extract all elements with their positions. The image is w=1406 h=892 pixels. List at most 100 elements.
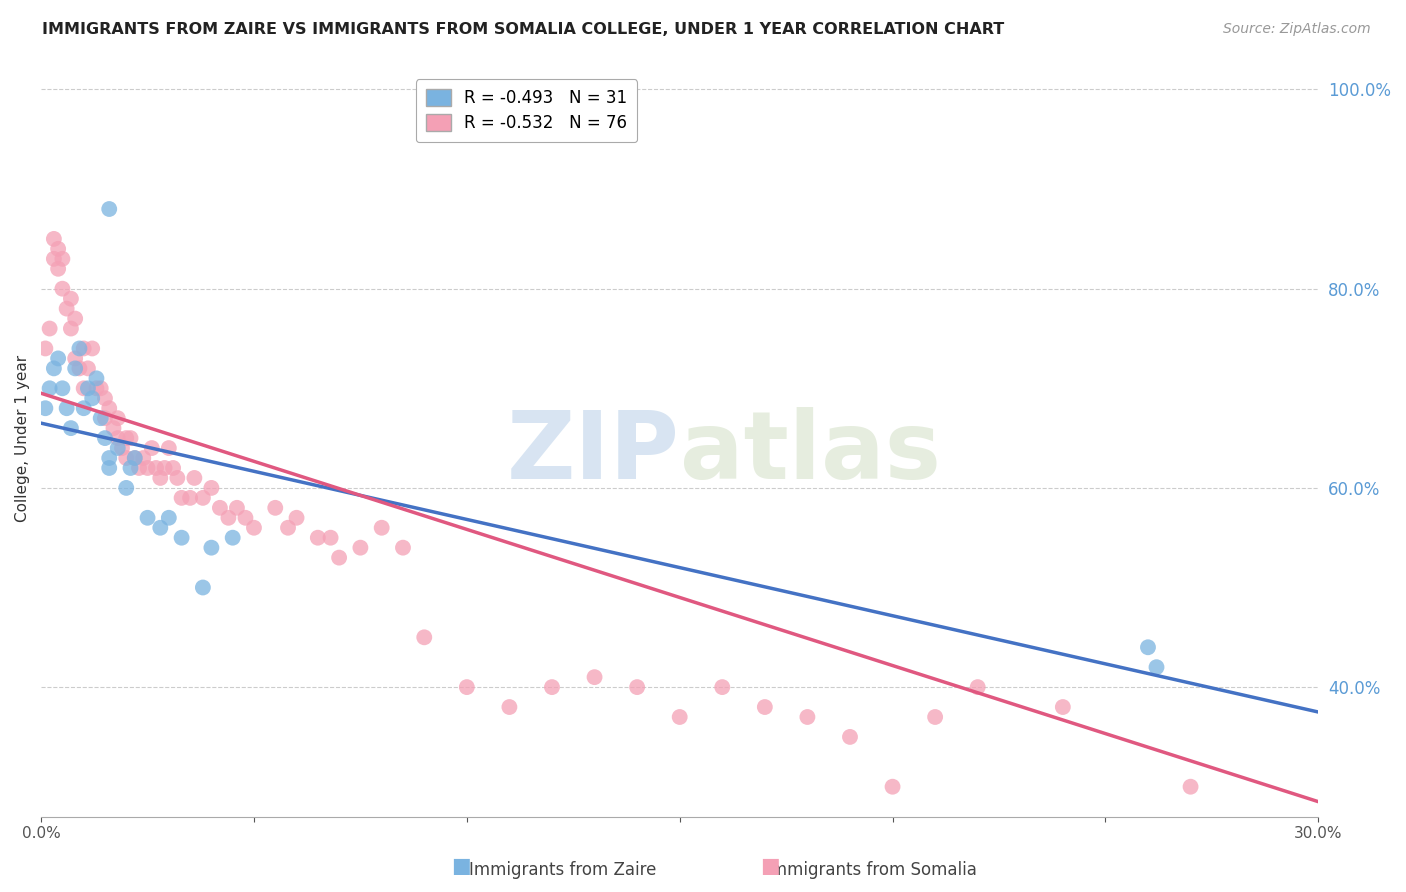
Point [541, 680, 564, 694]
Point [170, 531, 193, 545]
Point [107, 441, 129, 455]
Point [370, 521, 392, 535]
Point [38, 321, 60, 335]
Point [277, 521, 299, 535]
Point [51, 252, 73, 266]
Text: ZIP: ZIP [506, 408, 679, 500]
Point [498, 700, 520, 714]
Point [51, 282, 73, 296]
Point [136, 461, 159, 475]
Point [67, 342, 90, 356]
Text: ■: ■ [761, 856, 780, 876]
Point [46, 261, 69, 276]
Point [34, 401, 56, 416]
Text: ■: ■ [451, 856, 471, 876]
Point [191, 581, 214, 595]
Point [217, 510, 239, 524]
Point [86, 381, 108, 395]
Point [73, 381, 96, 395]
Point [170, 491, 193, 505]
Point [157, 510, 180, 524]
Point [46, 242, 69, 256]
Point [42, 252, 65, 266]
Point [319, 531, 342, 545]
Point [226, 500, 249, 515]
Point [149, 471, 172, 485]
Point [136, 510, 159, 524]
Point [77, 361, 100, 376]
Point [796, 710, 818, 724]
Point [107, 411, 129, 425]
Point [42, 361, 65, 376]
Point [120, 431, 142, 445]
Point [94, 391, 117, 405]
Point [413, 630, 436, 644]
Point [98, 450, 121, 465]
Point [59, 292, 82, 306]
Point [90, 381, 112, 395]
Point [1180, 780, 1202, 794]
Point [111, 441, 134, 455]
Point [67, 361, 90, 376]
Point [90, 411, 112, 425]
Point [115, 450, 138, 465]
Point [46, 351, 69, 366]
Point [38, 381, 60, 395]
Point [668, 710, 690, 724]
Text: IMMIGRANTS FROM ZAIRE VS IMMIGRANTS FROM SOMALIA COLLEGE, UNDER 1 YEAR CORRELATI: IMMIGRANTS FROM ZAIRE VS IMMIGRANTS FROM… [42, 22, 1004, 37]
Point [55, 401, 77, 416]
Point [200, 481, 222, 495]
Point [583, 670, 606, 684]
Point [128, 461, 150, 475]
Point [149, 521, 172, 535]
Point [34, 342, 56, 356]
Point [456, 680, 478, 694]
Point [82, 342, 104, 356]
Point [145, 461, 167, 475]
Point [115, 431, 138, 445]
Point [77, 381, 100, 395]
Point [626, 680, 648, 694]
Point [59, 321, 82, 335]
Legend: R = -0.493   N = 31, R = -0.532   N = 76: R = -0.493 N = 31, R = -0.532 N = 76 [416, 79, 637, 143]
Point [132, 450, 155, 465]
Point [392, 541, 415, 555]
Point [221, 531, 243, 545]
Point [243, 521, 266, 535]
Point [51, 381, 73, 395]
Point [103, 421, 125, 435]
Point [285, 510, 308, 524]
Point [882, 780, 904, 794]
Point [98, 202, 121, 216]
Point [966, 680, 988, 694]
Point [86, 371, 108, 385]
Point [94, 411, 117, 425]
Point [82, 391, 104, 405]
Point [63, 361, 86, 376]
Point [191, 491, 214, 505]
Point [120, 461, 142, 475]
Point [328, 550, 350, 565]
Point [1146, 660, 1168, 674]
Point [55, 301, 77, 316]
Point [349, 541, 371, 555]
Point [42, 232, 65, 246]
Point [179, 491, 201, 505]
Y-axis label: College, Under 1 year: College, Under 1 year [15, 354, 30, 522]
Point [59, 421, 82, 435]
Point [73, 342, 96, 356]
Point [208, 500, 231, 515]
Point [124, 450, 146, 465]
Text: Source: ZipAtlas.com: Source: ZipAtlas.com [1223, 22, 1371, 37]
Point [200, 541, 222, 555]
Point [307, 531, 329, 545]
Point [98, 401, 121, 416]
Point [924, 710, 946, 724]
Point [754, 700, 776, 714]
Point [839, 730, 862, 744]
Point [711, 680, 734, 694]
Point [153, 461, 176, 475]
Point [63, 351, 86, 366]
Point [162, 461, 184, 475]
Text: Immigrants from Somalia: Immigrants from Somalia [766, 861, 977, 879]
